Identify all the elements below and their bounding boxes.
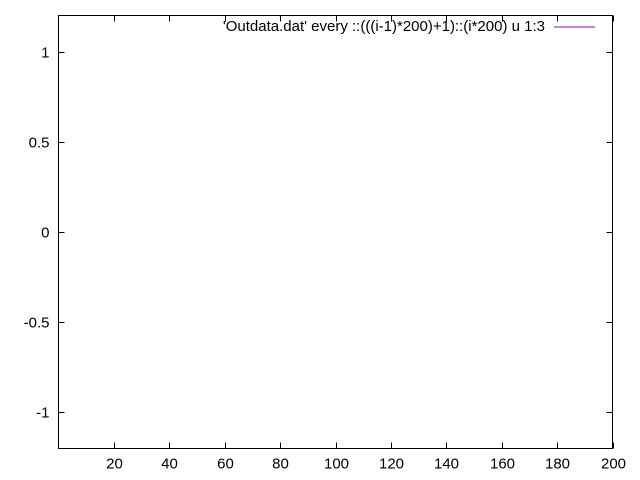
y-tick-label: 0: [41, 225, 49, 242]
plot-border: [58, 15, 613, 449]
y-tick-label: 0.5: [29, 135, 50, 152]
x-tick-label: 140: [434, 456, 459, 473]
legend: 'Outdata.dat' every ::(((i-1)*200)+1)::(…: [223, 18, 595, 35]
x-tick-label: 160: [490, 456, 515, 473]
x-tick-label: 20: [106, 456, 123, 473]
legend-label: 'Outdata.dat' every ::(((i-1)*200)+1)::(…: [223, 18, 545, 35]
x-tick-label: 120: [379, 456, 404, 473]
y-axis: 1 0.5 0 -0.5 -1: [24, 45, 613, 422]
x-tick-label: 180: [545, 456, 570, 473]
y-tick-label: -0.5: [24, 315, 50, 332]
x-tick-label: 100: [324, 456, 349, 473]
x-axis: 20 40 60 80 100 120 140 160 180 200: [106, 15, 626, 473]
x-tick-label: 200: [601, 456, 626, 473]
y-tick-label: -1: [36, 405, 49, 422]
y-tick-label: 1: [41, 45, 49, 62]
x-tick-label: 80: [272, 456, 289, 473]
x-tick-label: 60: [217, 456, 234, 473]
x-tick-label: 40: [161, 456, 178, 473]
